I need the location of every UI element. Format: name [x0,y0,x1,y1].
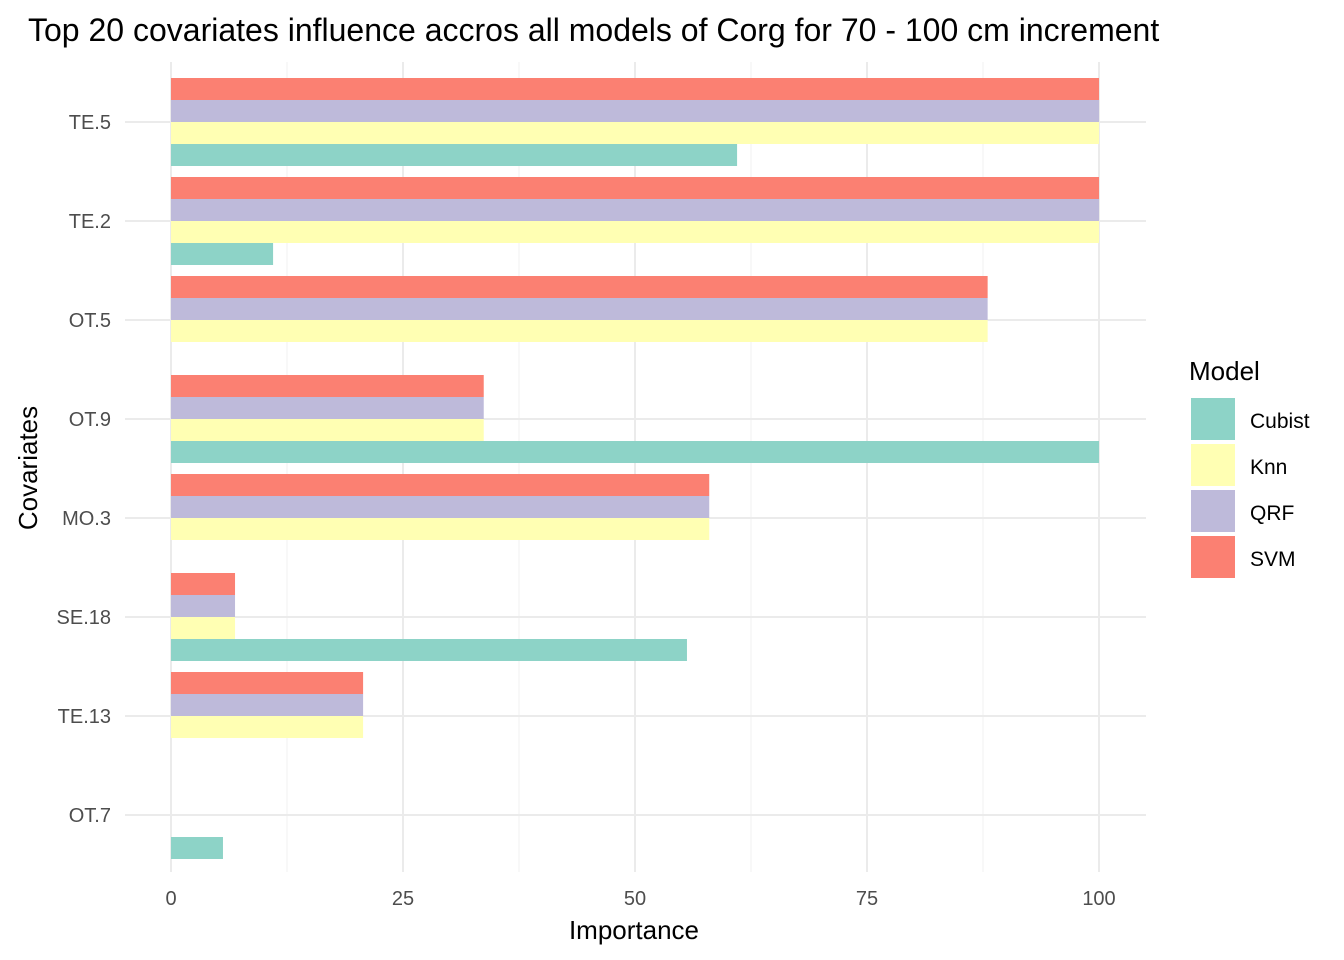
y-tick-label: OT.9 [69,409,111,431]
y-tick-label: MO.3 [62,508,111,530]
bar-qrf-te-13 [171,694,364,716]
legend-label: Cubist [1250,410,1310,433]
legend-swatch [1191,490,1235,532]
bar-qrf-ot-9 [171,397,484,419]
bar-cubist-te-5 [171,144,738,166]
bar-svm-ot-5 [171,276,988,298]
legend-item-cubist: Cubist [1191,398,1310,440]
bar-svm-te-13 [171,672,364,694]
chart-title: Top 20 covariates influence accros all m… [28,12,1159,48]
x-tick-label: 100 [1082,888,1115,910]
y-tick-label: TE.2 [69,211,111,233]
y-tick-label: SE.18 [57,607,111,629]
bar-cubist-ot-7 [171,837,223,859]
bar-qrf-te-5 [171,100,1099,122]
legend-title: Model [1189,356,1260,386]
bar-knn-ot-5 [171,320,988,342]
legend-label: Knn [1250,456,1287,479]
legend-items: Cubist Knn QRF SVM [1191,398,1310,578]
legend-item-qrf: QRF [1191,490,1294,532]
bar-qrf-ot-5 [171,298,988,320]
bar-knn-te-5 [171,122,1099,144]
bar-knn-se-18 [171,617,236,639]
bar-knn-mo-3 [171,518,710,540]
bar-qrf-mo-3 [171,496,710,518]
y-tick-label: TE.5 [69,112,111,134]
legend-swatch [1191,398,1235,440]
bar-cubist-ot-9 [171,441,1099,463]
x-tick-label: 50 [624,888,646,910]
bar-svm-se-18 [171,573,236,595]
legend-swatch [1191,444,1235,486]
legend-item-knn: Knn [1191,444,1287,486]
bar-svm-te-5 [171,78,1099,100]
legend-label: QRF [1250,502,1294,525]
legend: Model Cubist Knn QRF SVM [1189,356,1310,578]
bar-cubist-se-18 [171,639,687,661]
x-tick-label: 25 [392,888,414,910]
legend-label: SVM [1250,548,1296,571]
legend-item-svm: SVM [1191,536,1296,578]
bar-svm-ot-9 [171,375,484,397]
y-tick-label: OT.5 [69,310,111,332]
bar-qrf-se-18 [171,595,236,617]
tick-labels: TE.5 TE.2 OT.5 OT.9 MO.3 SE.18 TE.13 OT.7 0 25 50 7… [57,112,1116,910]
x-tick-label: 75 [856,888,878,910]
y-axis-title: Covariates [13,406,43,530]
bar-knn-te-2 [171,221,1099,243]
bar-cubist-te-2 [171,243,274,265]
bars [171,78,1099,859]
bar-svm-te-2 [171,177,1099,199]
bar-knn-ot-9 [171,419,484,441]
y-tick-label: OT.7 [69,805,111,827]
bar-qrf-te-2 [171,199,1099,221]
bar-knn-te-13 [171,716,364,738]
x-tick-label: 0 [165,888,176,910]
bar-svm-mo-3 [171,474,710,496]
x-axis-title: Importance [569,915,699,945]
y-tick-label: TE.13 [58,706,111,728]
legend-swatch [1191,536,1235,578]
